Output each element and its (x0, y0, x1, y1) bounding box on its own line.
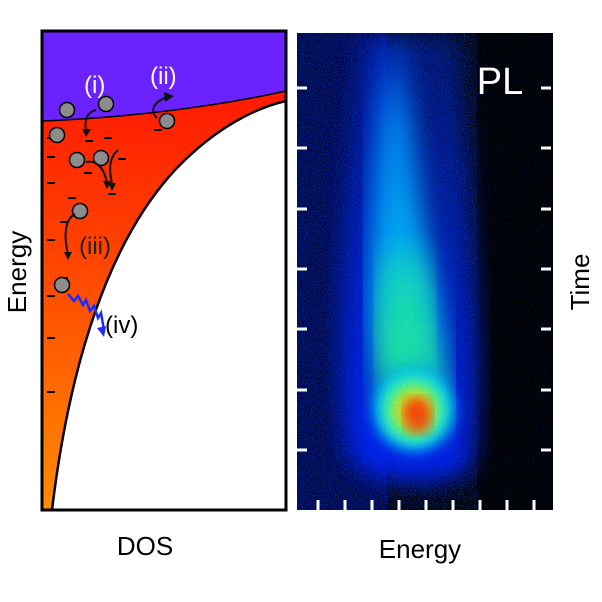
radiative-arrow-head (97, 326, 106, 337)
transition-arrows (64, 96, 169, 255)
pl-streak-image (297, 33, 553, 510)
dos-energy-axis-label: Energy (2, 231, 32, 313)
process-label-iii: (iii) (79, 233, 111, 260)
dos-panel-frame (40, 29, 288, 512)
process-label-i: (i) (84, 72, 105, 99)
mobility-edge-line (41, 90, 287, 122)
process-label-ii: (ii) (150, 63, 177, 90)
process-label-iv: (iv) (105, 312, 138, 339)
dos-curve-area (52, 101, 286, 510)
dos-axis-label: DOS (117, 531, 173, 561)
dos-curve (50, 99, 287, 511)
dos-panel: (i) (ii) (iii) (iv) (40, 29, 288, 512)
arrow-heads (64, 92, 174, 260)
pl-time-axis-label: Time (565, 254, 595, 311)
carrier-particles (48, 95, 176, 294)
pl-axis-ticks (297, 86, 551, 510)
radiative-emission-zigzag (67, 293, 106, 331)
pl-energy-axis-label: Energy (379, 534, 461, 564)
localized-states (47, 129, 162, 393)
pl-label: PL (477, 61, 523, 103)
